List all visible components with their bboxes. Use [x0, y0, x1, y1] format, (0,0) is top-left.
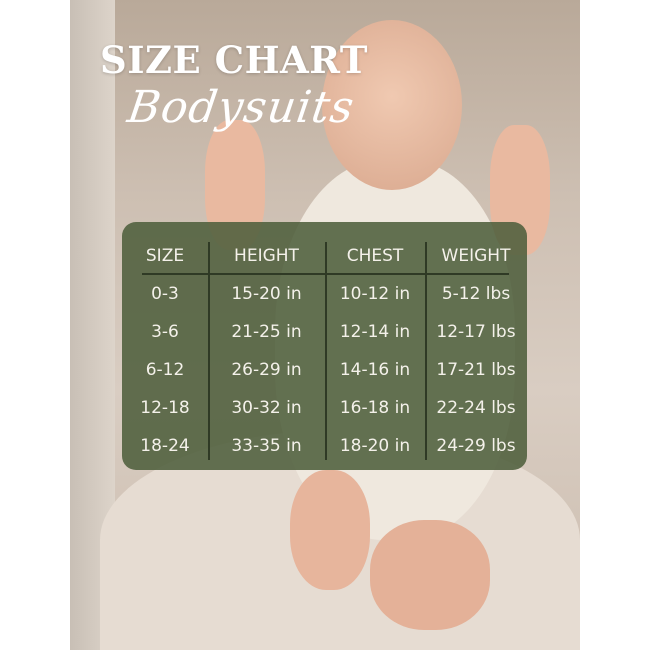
cell-size: 0-3 [151, 284, 179, 304]
table-row: 6-12 26-29 in 14-16 in 17-21 lbs [122, 351, 527, 389]
table-row: 0-3 15-20 in 10-12 in 5-12 lbs [122, 275, 527, 313]
cell-weight: 5-12 lbs [441, 284, 511, 304]
header-weight: WEIGHT [441, 246, 511, 266]
cell-weight: 24-29 lbs [436, 436, 516, 456]
baby-leg [370, 520, 490, 630]
column-divider [325, 242, 327, 460]
cell-chest: 16-18 in [339, 398, 411, 418]
cell-size: 12-18 [140, 398, 190, 418]
size-chart-panel: SIZE HEIGHT CHEST WEIGHT 0-3 15-20 in 10-1… [122, 222, 527, 470]
table-row: 18-24 33-35 in 18-20 in 24-29 lbs [122, 427, 527, 465]
cell-height: 26-29 in [231, 360, 302, 380]
table-header-row: SIZE HEIGHT CHEST WEIGHT [122, 237, 527, 275]
cell-size: 18-24 [140, 436, 190, 456]
cell-chest: 12-14 in [339, 322, 411, 342]
header-size: SIZE [145, 246, 185, 266]
page-subtitle: Bodysuits [124, 82, 358, 133]
page-title: SIZE CHART [100, 38, 368, 82]
cell-weight: 17-21 lbs [436, 360, 516, 380]
column-divider [425, 242, 427, 460]
cell-size: 3-6 [151, 322, 179, 342]
cell-height: 30-32 in [231, 398, 302, 418]
cell-chest: 18-20 in [339, 436, 411, 456]
cell-weight: 22-24 lbs [436, 398, 516, 418]
cell-height: 21-25 in [231, 322, 302, 342]
cell-weight: 12-17 lbs [436, 322, 516, 342]
baby-head [322, 20, 462, 190]
cell-chest: 14-16 in [339, 360, 411, 380]
header-divider [142, 273, 509, 275]
cell-chest: 10-12 in [339, 284, 411, 304]
baby-leg [290, 470, 370, 590]
table-row: 3-6 21-25 in 12-14 in 12-17 lbs [122, 313, 527, 351]
column-divider [208, 242, 210, 460]
table-row: 12-18 30-32 in 16-18 in 22-24 lbs [122, 389, 527, 427]
cell-size: 6-12 [145, 360, 185, 380]
cell-height: 33-35 in [231, 436, 302, 456]
header-height: HEIGHT [234, 246, 299, 266]
cell-height: 15-20 in [231, 284, 302, 304]
size-table: SIZE HEIGHT CHEST WEIGHT 0-3 15-20 in 10-1… [122, 237, 527, 465]
header-chest: CHEST [346, 246, 404, 266]
